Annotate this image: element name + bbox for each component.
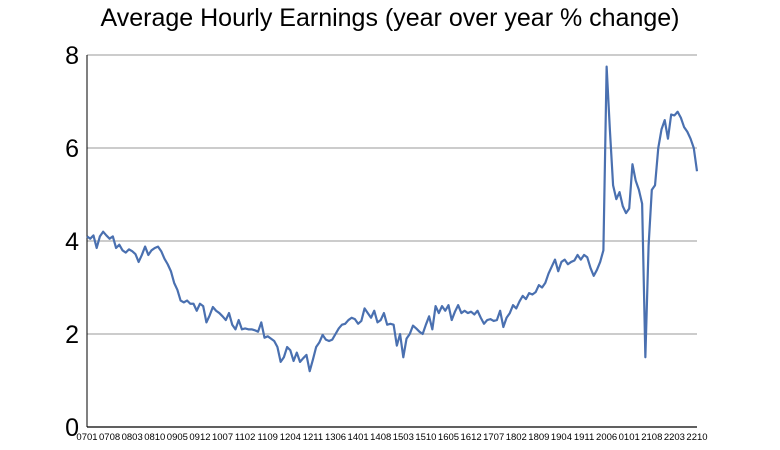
x-axis-ticks: 0701 0708 0803 0810 0905 0912 1007 1102 1109 1204… xyxy=(76,432,707,443)
x-tick-label: 2203 xyxy=(664,432,685,443)
x-tick-label: 1503 xyxy=(393,432,414,443)
x-tick-label: 0810 xyxy=(144,432,165,443)
series-layer xyxy=(86,65,699,373)
x-tick-label: 2006 xyxy=(596,432,617,443)
x-tick-label: 1904 xyxy=(551,432,572,443)
y-tick-label: 0 xyxy=(65,414,79,442)
y-axis-ticks: 0 2 4 6 8 xyxy=(65,42,79,442)
x-tick-label: 1510 xyxy=(415,432,436,443)
x-tick-label: 0912 xyxy=(189,432,210,443)
series-line xyxy=(86,65,699,373)
x-tick-label: 1401 xyxy=(348,432,369,443)
x-tick-label: 0701 xyxy=(76,432,97,443)
x-tick-label: 0905 xyxy=(167,432,188,443)
x-tick-label: 1809 xyxy=(528,432,549,443)
x-tick-label: 1802 xyxy=(506,432,527,443)
x-tick-label: 1612 xyxy=(461,432,482,443)
chart-title: Average Hourly Earnings (year over year … xyxy=(100,4,680,32)
x-tick-label: 0803 xyxy=(122,432,143,443)
x-tick-label: 0708 xyxy=(99,432,120,443)
x-tick-label: 1102 xyxy=(235,432,255,443)
x-tick-label: 2210 xyxy=(686,432,707,443)
gridlines xyxy=(86,54,697,428)
y-tick-label: 4 xyxy=(65,228,79,256)
x-tick-label: 1211 xyxy=(303,432,323,443)
y-tick-label: 8 xyxy=(65,42,79,70)
x-tick-label: 0101 xyxy=(619,432,640,443)
x-tick-label: 1408 xyxy=(370,432,391,443)
x-tick-label: 1911 xyxy=(574,432,594,443)
x-tick-label: 1605 xyxy=(438,432,459,443)
x-tick-label: 1707 xyxy=(483,432,504,443)
x-tick-label: 2108 xyxy=(641,432,662,443)
x-tick-label: 1109 xyxy=(258,432,278,443)
x-tick-label: 1007 xyxy=(212,432,233,443)
x-tick-label: 1306 xyxy=(325,432,346,443)
y-tick-label: 6 xyxy=(65,135,79,163)
y-tick-label: 2 xyxy=(65,321,79,349)
x-tick-label: 1204 xyxy=(280,432,301,443)
